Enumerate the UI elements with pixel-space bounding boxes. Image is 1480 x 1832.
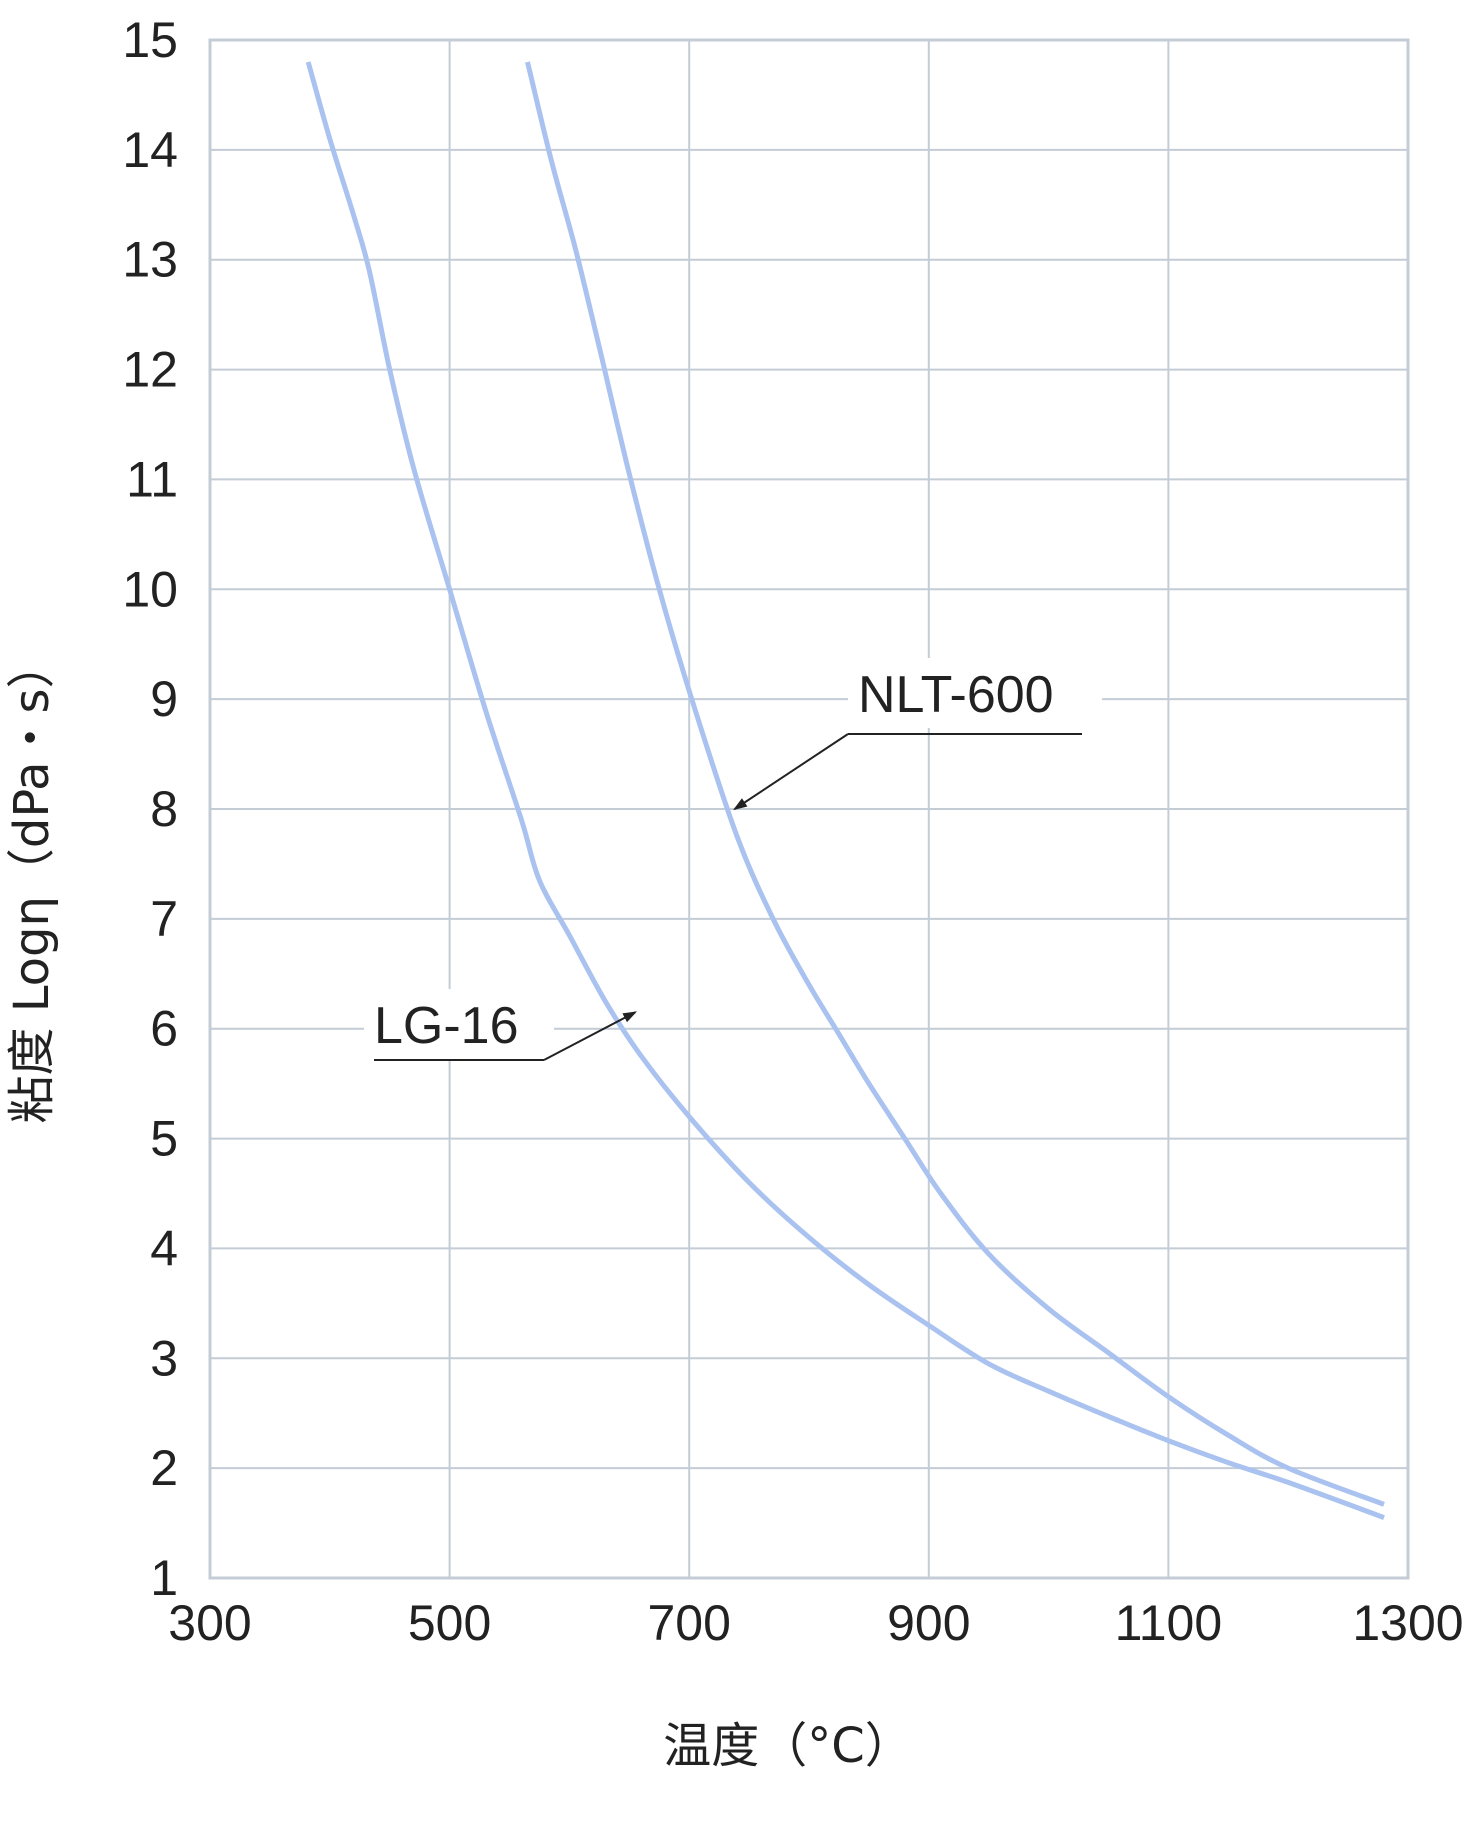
y-tick-label: 1 — [150, 1550, 178, 1606]
tick-labels: 300 500 700 900 1100 130012345678910111213141… — [122, 12, 1463, 1651]
y-tick-label: 9 — [150, 671, 178, 727]
y-tick-label: 12 — [122, 342, 178, 398]
annotation-label-lg-16: LG-16 — [374, 997, 519, 1055]
y-tick-label: 4 — [150, 1220, 178, 1276]
annotations: NLT-600 LG-16 — [364, 658, 1102, 1061]
y-tick-label: 7 — [150, 891, 178, 947]
series-line-lg-16 — [305, 61, 1385, 1520]
annotation-arrow — [543, 1011, 638, 1061]
annotation-background — [848, 658, 1102, 728]
x-tick-label: 300 — [168, 1595, 251, 1651]
y-tick-label: 15 — [122, 12, 178, 68]
x-tick-label: 500 — [408, 1595, 491, 1651]
x-tick-label: 1300 — [1352, 1595, 1463, 1651]
y-tick-label: 5 — [150, 1111, 178, 1167]
y-axis-title: 粘度 Logη（dPa・s） — [4, 640, 60, 1123]
annotation-arrow — [733, 733, 849, 811]
plot-frame — [208, 38, 1410, 1580]
grid — [208, 38, 1410, 1580]
y-tick-label: 10 — [122, 561, 178, 617]
annotation-label-nlt-600: NLT-600 — [858, 666, 1054, 724]
x-axis-title: 温度（°C） — [663, 1718, 913, 1774]
y-tick-label: 13 — [122, 232, 178, 288]
series-layer — [305, 61, 1385, 1520]
annotation-background — [364, 989, 554, 1059]
x-tick-label: 700 — [647, 1595, 730, 1651]
x-tick-label: 900 — [887, 1595, 970, 1651]
series-line-nlt-600 — [525, 61, 1385, 1507]
y-tick-label: 3 — [150, 1330, 178, 1386]
y-tick-label: 11 — [126, 451, 178, 507]
y-tick-label: 2 — [150, 1440, 178, 1496]
x-tick-label: 1100 — [1115, 1595, 1223, 1651]
y-tick-label: 6 — [150, 1001, 178, 1057]
y-tick-label: 8 — [150, 781, 178, 837]
y-tick-label: 14 — [122, 122, 178, 178]
